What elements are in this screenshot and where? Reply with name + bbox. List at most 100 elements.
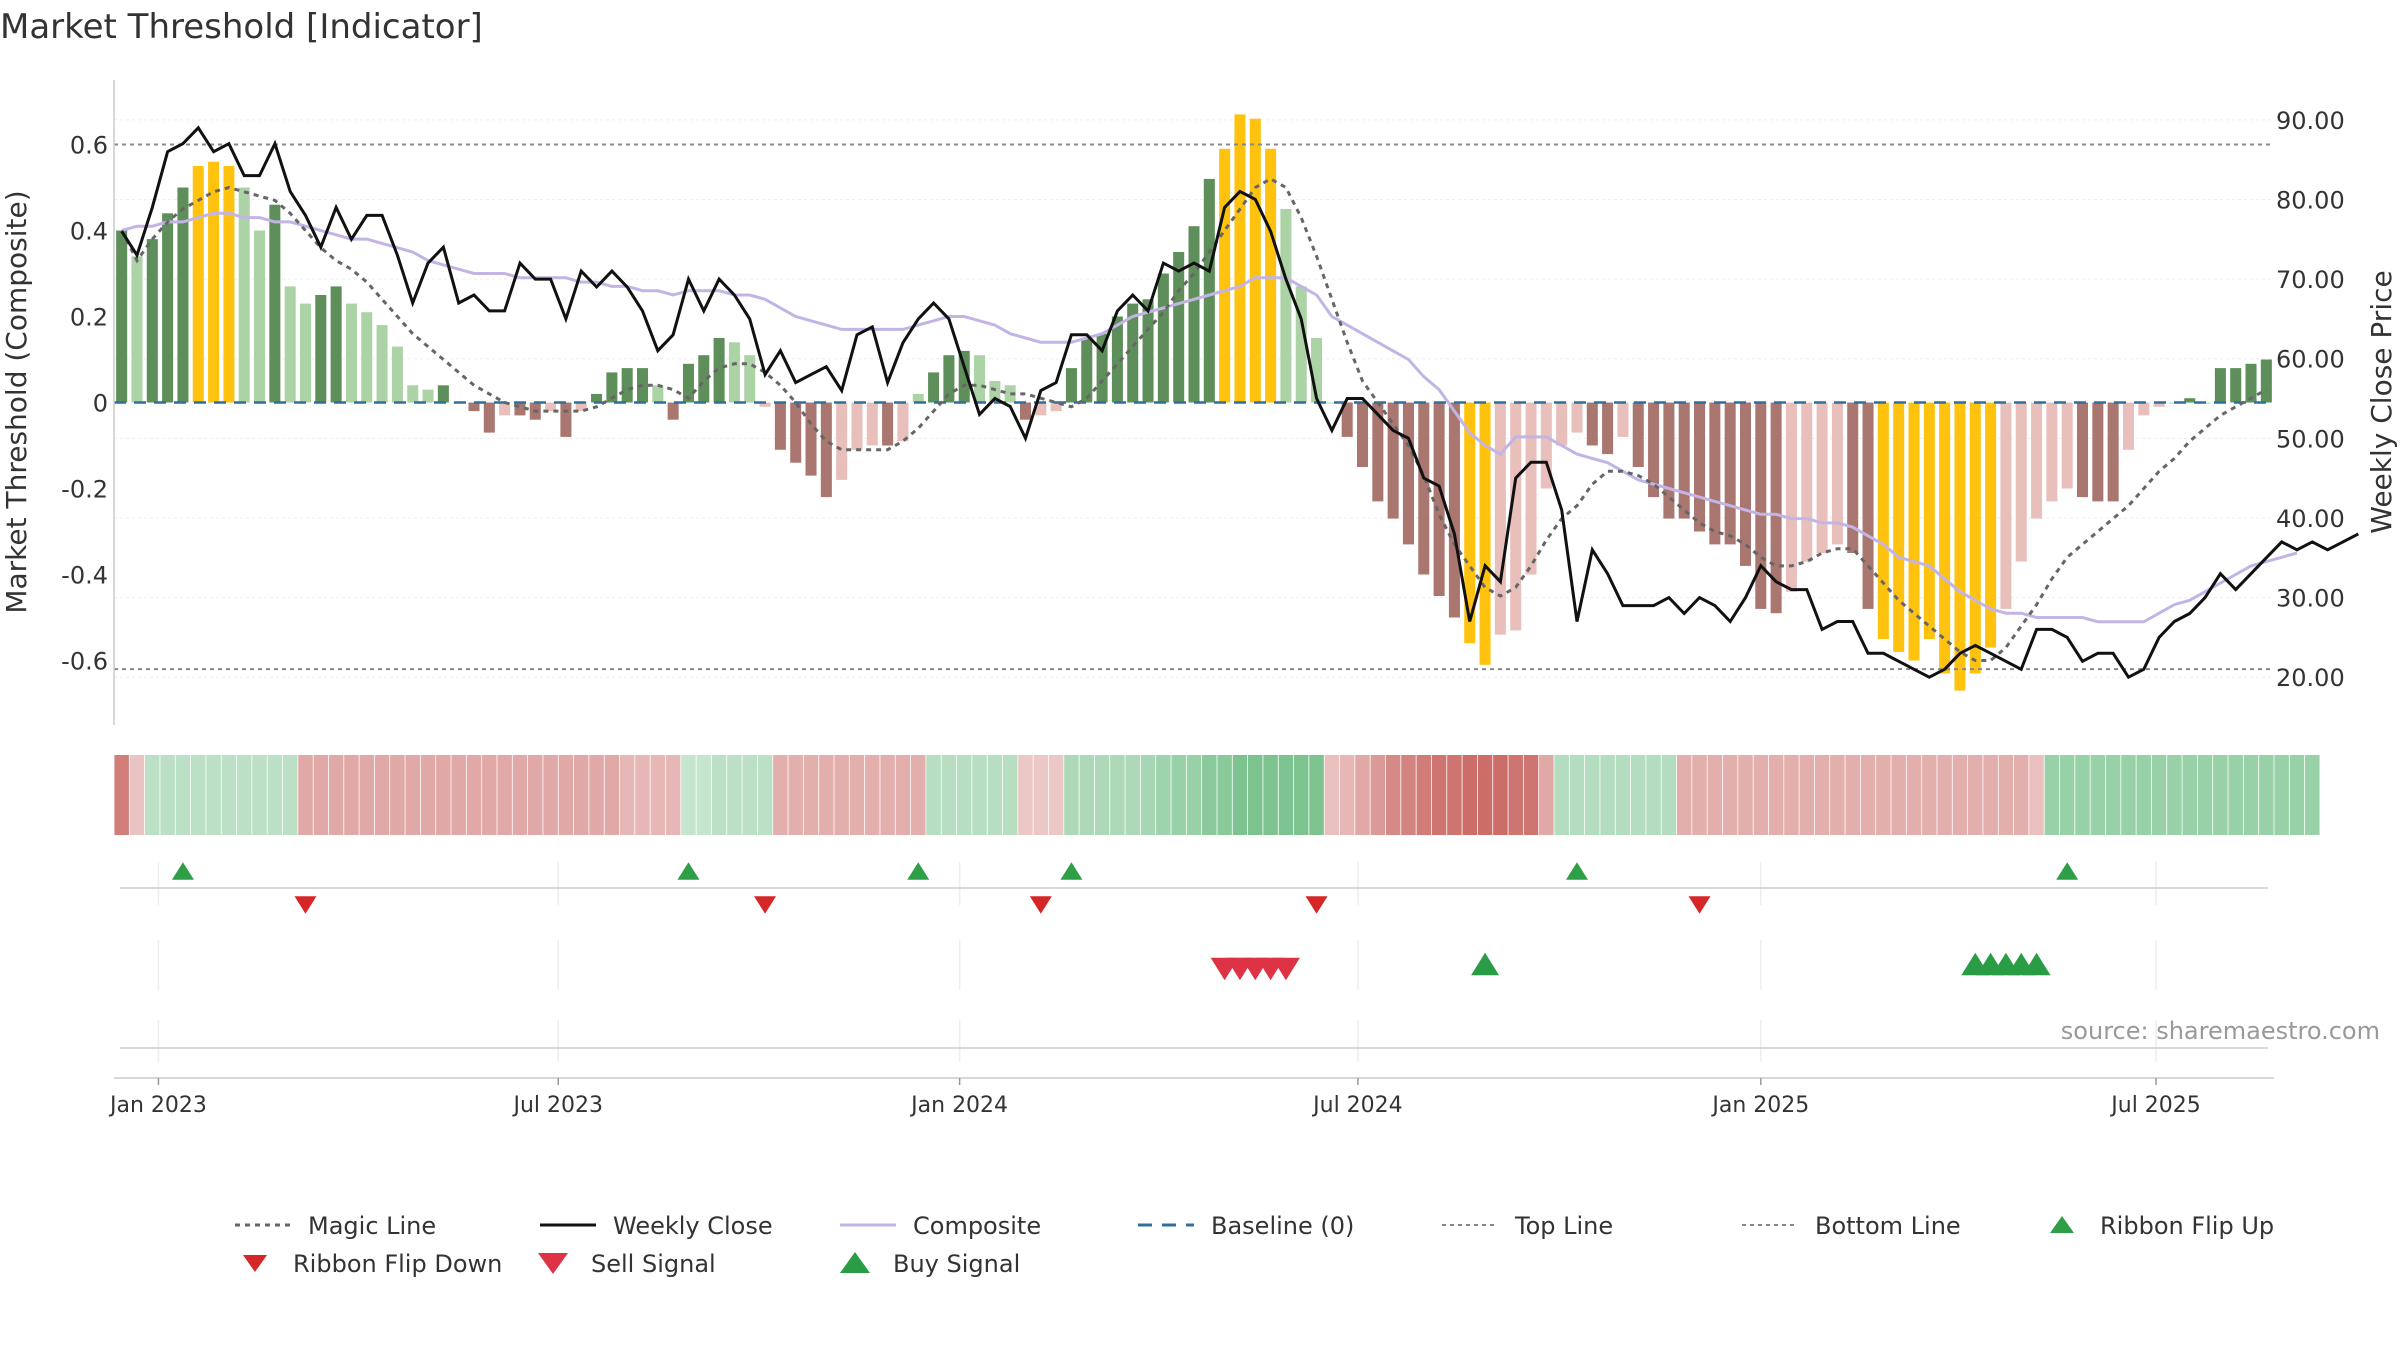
y2-tick-label: 30.00 — [2276, 585, 2345, 613]
composite-bar — [1433, 402, 1445, 596]
composite-bar — [1127, 303, 1139, 403]
composite-bar — [1847, 402, 1859, 553]
buy-signal-marker — [1471, 952, 1500, 976]
ribbon-cell — [1615, 755, 1631, 835]
ribbon-cell — [1661, 755, 1677, 835]
ribbon-cell — [2259, 755, 2274, 835]
composite-bar — [1372, 402, 1384, 502]
ribbon-cell — [359, 755, 375, 835]
composite-bar — [1173, 252, 1185, 403]
ribbon-cell — [1539, 755, 1554, 835]
ribbon-cell — [2167, 755, 2182, 835]
chart-title: Market Threshold [Indicator] — [0, 7, 483, 47]
ribbon-cell — [1876, 755, 1891, 835]
ribbon-flip-up-marker — [907, 862, 930, 880]
ribbon-cell — [1309, 755, 1324, 835]
ribbon-cell — [1447, 755, 1462, 835]
ribbon-cell — [1906, 755, 1922, 835]
composite-bar — [1755, 402, 1767, 609]
composite-bar — [2015, 402, 2027, 562]
ribbon-cell — [190, 755, 206, 835]
y-tick-label: -0.4 — [61, 562, 108, 590]
ribbon-cell — [711, 755, 727, 835]
composite-bar — [805, 402, 817, 476]
composite-bar — [1602, 402, 1614, 455]
ribbon-cell — [145, 755, 160, 835]
legend-swatch — [840, 1252, 870, 1273]
ribbon-cell — [405, 755, 420, 835]
composite-bar — [1280, 209, 1292, 403]
y-tick-label: 0 — [93, 390, 108, 418]
composite-bar — [514, 402, 526, 416]
composite-bar — [1265, 148, 1277, 403]
ribbon-cell — [589, 755, 604, 835]
ribbon-cell — [482, 755, 497, 835]
ribbon-flip-down-marker — [1305, 896, 1328, 914]
composite-bar — [1157, 273, 1169, 403]
legend-item: Bottom Line — [1742, 1212, 1961, 1240]
composite-bar — [1111, 316, 1123, 403]
ribbon-cell — [1324, 755, 1340, 835]
buy-signal-marker — [2022, 952, 2051, 976]
composite-bar — [1739, 402, 1752, 566]
ribbon-cell — [129, 755, 145, 835]
composite-bar — [116, 230, 128, 403]
composite-bar — [912, 393, 924, 403]
composite-bar — [1862, 402, 1874, 609]
ribbon-cell — [1140, 755, 1156, 835]
composite-bar — [1540, 402, 1552, 489]
ribbon-cell — [1814, 755, 1830, 835]
ribbon-cell — [2197, 755, 2213, 835]
ribbon-cell — [1600, 755, 1615, 835]
ribbon-cell — [880, 755, 895, 835]
ribbon-cell — [1048, 755, 1064, 835]
composite-bar — [162, 213, 174, 403]
ribbon-cell — [2213, 755, 2228, 835]
legend-swatch — [2050, 1216, 2074, 1233]
ribbon-cell — [1968, 755, 1983, 835]
ribbon-cell — [298, 755, 313, 835]
ribbon-cell — [1416, 755, 1432, 835]
composite-bar — [483, 402, 495, 433]
ribbon-cell — [528, 755, 543, 835]
ribbon-cell — [1202, 755, 1217, 835]
y-tick-label: 0.4 — [70, 218, 108, 246]
composite-bar — [315, 295, 327, 403]
ribbon-cell — [466, 755, 482, 835]
x-tick-label: Jul 2024 — [1311, 1093, 1403, 1118]
ribbon-cell — [803, 755, 819, 835]
composite-bar — [1893, 402, 1905, 652]
ribbon-cell — [436, 755, 451, 835]
ribbon-cell — [1401, 755, 1416, 835]
composite-bar — [146, 239, 158, 403]
ribbon-flip-up-marker — [1565, 862, 1588, 880]
composite-bar — [2214, 368, 2226, 403]
composite-bar — [1969, 402, 1981, 674]
legend-item: Weekly Close — [540, 1212, 773, 1240]
ribbon-cell — [1983, 755, 1998, 835]
ribbon-cell — [558, 755, 574, 835]
ribbon-cell — [1278, 755, 1294, 835]
ribbon-cell — [788, 755, 803, 835]
ribbon-cell — [1722, 755, 1738, 835]
ribbon-cell — [1676, 755, 1692, 835]
ribbon-cell — [1922, 755, 1937, 835]
ribbon-cell — [2289, 755, 2305, 835]
x-tick-label: Jul 2025 — [2109, 1093, 2201, 1118]
composite-bar — [560, 402, 572, 437]
composite-bar — [1311, 338, 1323, 403]
ribbon-cell — [236, 755, 252, 835]
ribbon-flip-up-marker — [1060, 862, 1083, 880]
composite-bar — [1617, 402, 1629, 437]
legend-item: Ribbon Flip Up — [2050, 1212, 2274, 1240]
ribbon-cell — [221, 755, 237, 835]
ribbon-cell — [619, 755, 635, 835]
x-tick-label: Jan 2025 — [1710, 1093, 1809, 1118]
ribbon-cell — [1523, 755, 1539, 835]
legend-item: Buy Signal — [840, 1250, 1020, 1278]
ribbon-cell — [2013, 755, 2029, 835]
legend-item: Top Line — [1442, 1212, 1613, 1240]
ribbon-cell — [1064, 755, 1079, 835]
composite-bar — [1494, 402, 1506, 635]
ribbon-cell — [1830, 755, 1845, 835]
